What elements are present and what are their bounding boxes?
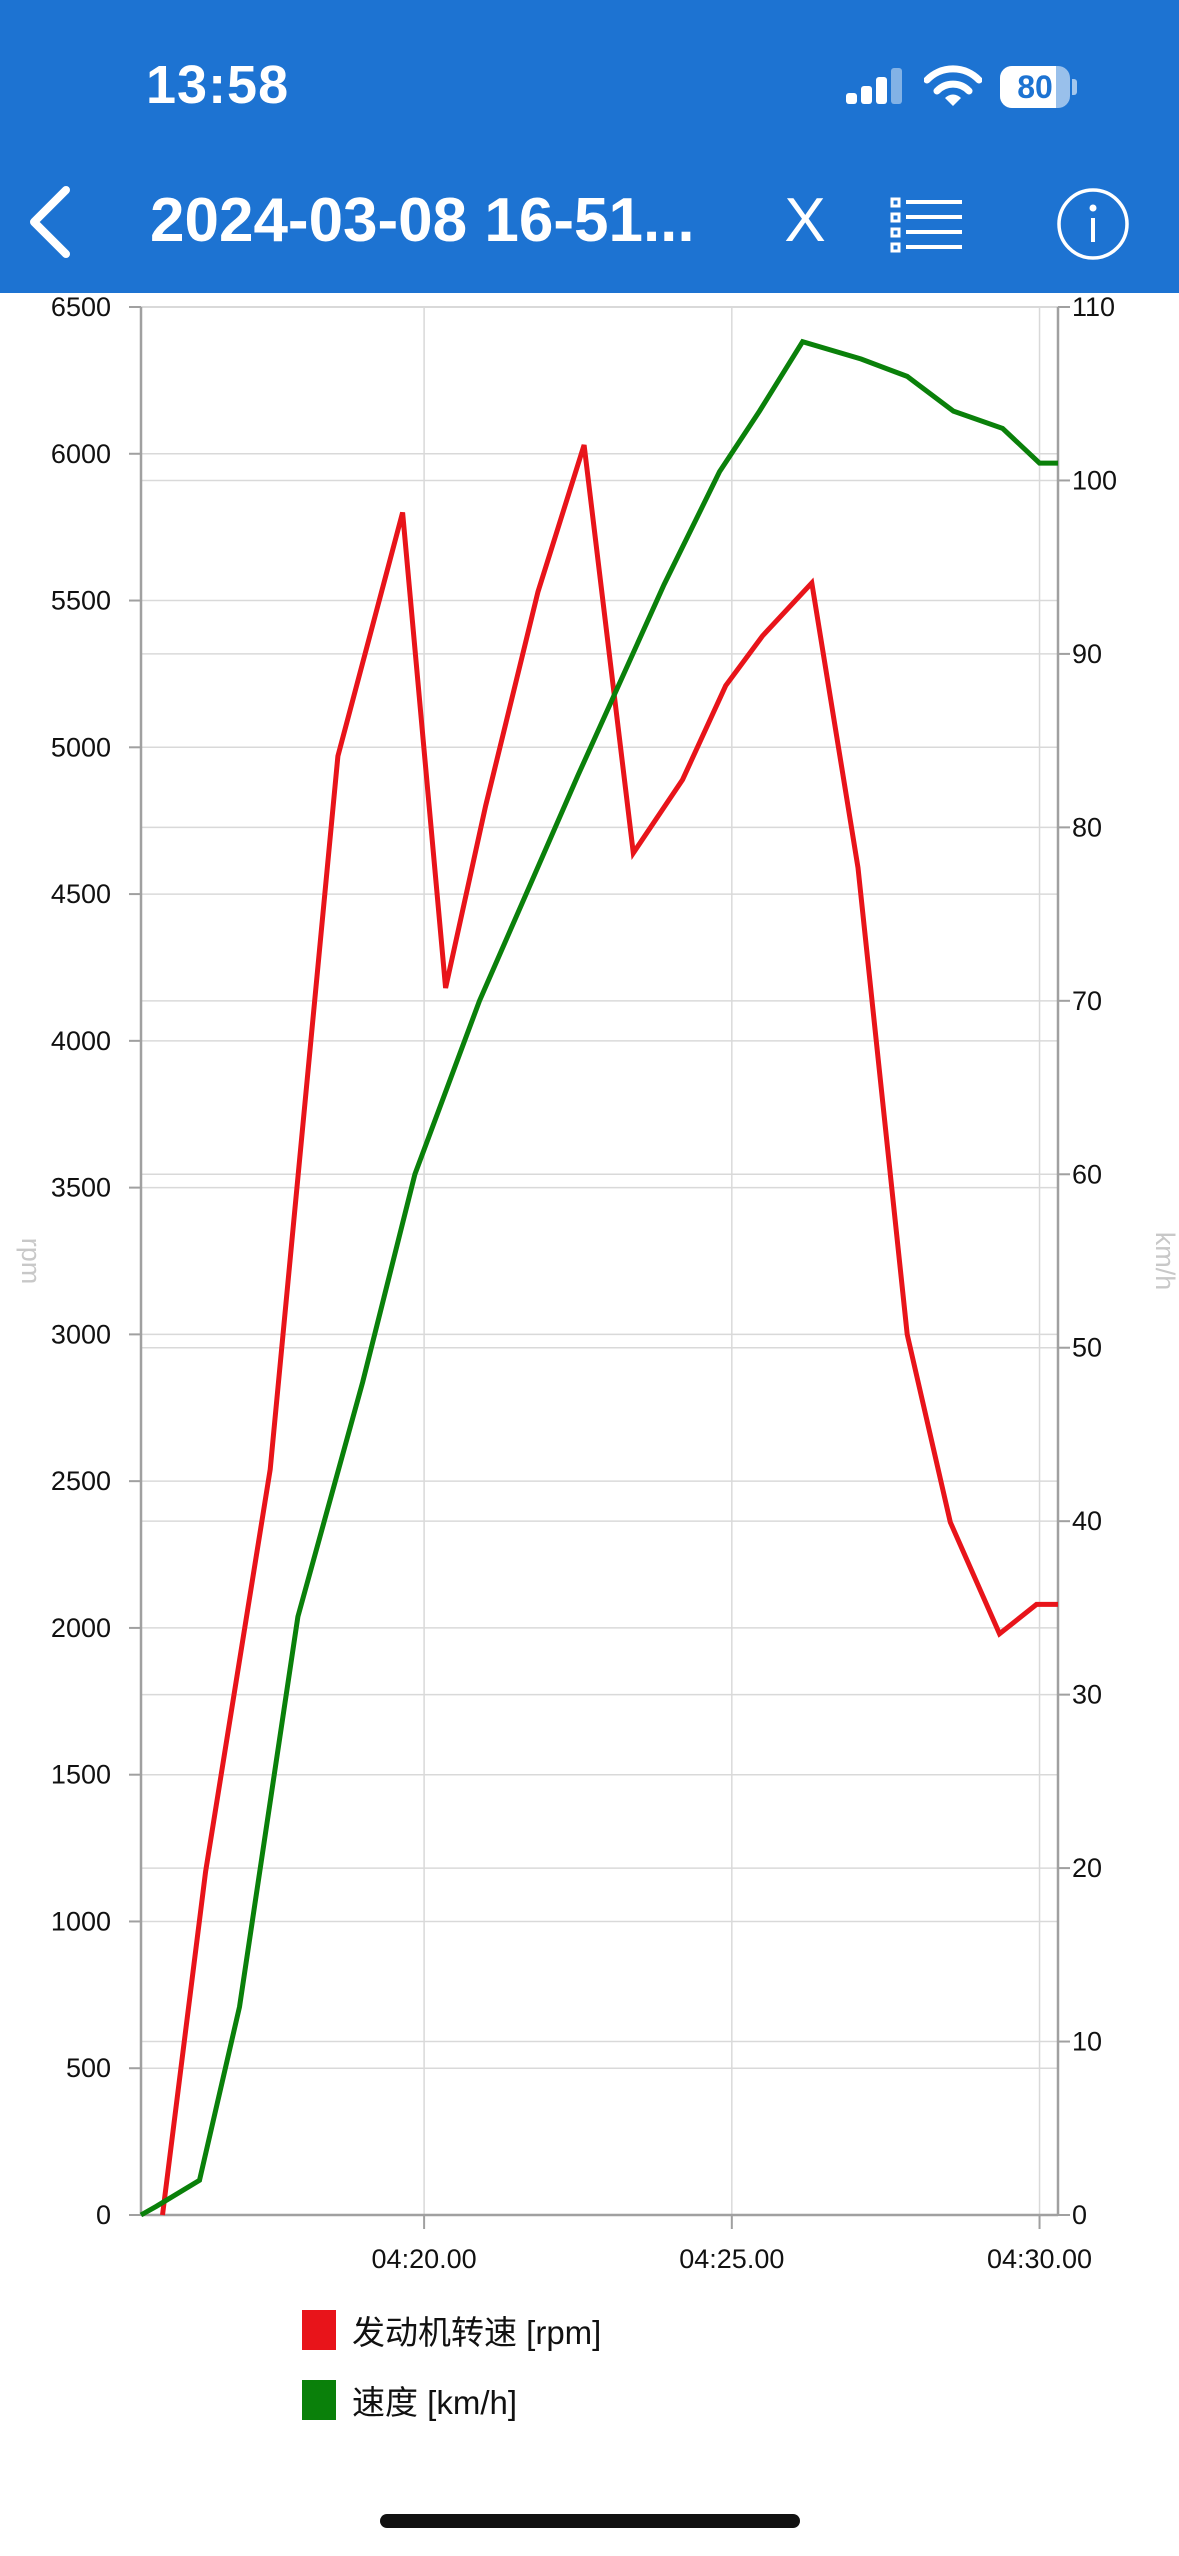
left-tick-label: 2000 — [51, 1613, 111, 1643]
right-tick-label: 70 — [1072, 986, 1102, 1016]
left-tick-label: 500 — [66, 2053, 111, 2083]
left-tick-label: 2500 — [51, 1466, 111, 1496]
right-tick-label: 90 — [1072, 639, 1102, 669]
right-tick-label: 100 — [1072, 465, 1117, 495]
battery-body: 80 — [1000, 66, 1070, 108]
page-title: 2024-03-08 16-51... — [150, 186, 695, 255]
series-line-speed — [139, 338, 1058, 2218]
right-tick-label: 110 — [1072, 293, 1115, 322]
right-axis-title: km/h — [1150, 1232, 1179, 1291]
right-tick-label: 50 — [1072, 1333, 1102, 1363]
right-tick-label: 10 — [1072, 2027, 1102, 2057]
legend-label: 速度 [km/h] — [352, 2384, 518, 2421]
tick-labels: 0500100015002000250030003500400045005000… — [16, 293, 1179, 2274]
cellular-signal-icon — [846, 68, 902, 104]
left-tick-label: 5000 — [51, 732, 111, 762]
series-line-rpm — [160, 444, 1058, 2216]
close-button[interactable]: X — [784, 186, 826, 255]
status-time: 13:58 — [146, 55, 290, 115]
left-tick-label: 4000 — [51, 1026, 111, 1056]
right-tick-label: 0 — [1072, 2200, 1087, 2230]
x-tick-label: 04:20.00 — [372, 2244, 477, 2274]
right-tick-label: 30 — [1072, 1680, 1102, 1710]
left-tick-label: 5500 — [51, 586, 111, 616]
left-tick-label: 6500 — [51, 293, 111, 322]
right-tick-label: 60 — [1072, 1159, 1102, 1189]
right-tick-label: 80 — [1072, 812, 1102, 842]
home-indicator — [380, 2514, 800, 2528]
legend-label: 发动机转速 [rpm] — [352, 2314, 602, 2351]
left-tick-label: 4500 — [51, 879, 111, 909]
left-tick-label: 0 — [96, 2200, 111, 2230]
right-tick-label: 40 — [1072, 1506, 1102, 1536]
left-axis-title: rpm — [16, 1238, 46, 1285]
left-tick-label: 1500 — [51, 1760, 111, 1790]
left-tick-label: 6000 — [51, 439, 111, 469]
legend-swatch — [302, 2380, 336, 2420]
battery-icon: 80 — [1000, 66, 1077, 108]
app-toolbar: 13:58 80 2024-03-08 16-51... X — [0, 0, 1179, 293]
x-tick-label: 04:30.00 — [987, 2244, 1092, 2274]
list-icon[interactable] — [890, 196, 964, 254]
left-tick-label: 3000 — [51, 1319, 111, 1349]
left-tick-label: 1000 — [51, 1906, 111, 1936]
wifi-icon — [924, 65, 982, 106]
battery-fill — [1000, 66, 1056, 108]
chart-series — [139, 338, 1058, 2218]
right-tick-label: 20 — [1072, 1853, 1102, 1883]
chart-axes — [129, 306, 1070, 2229]
legend-swatch — [302, 2310, 336, 2350]
chart-area: 0500100015002000250030003500400045005000… — [16, 293, 1179, 2274]
battery-level: 80 — [1017, 69, 1053, 105]
info-icon[interactable] — [1055, 186, 1131, 262]
left-tick-label: 3500 — [51, 1173, 111, 1203]
x-tick-label: 04:25.00 — [679, 2244, 784, 2274]
back-chevron-icon[interactable] — [20, 182, 80, 262]
battery-tip — [1072, 79, 1077, 95]
